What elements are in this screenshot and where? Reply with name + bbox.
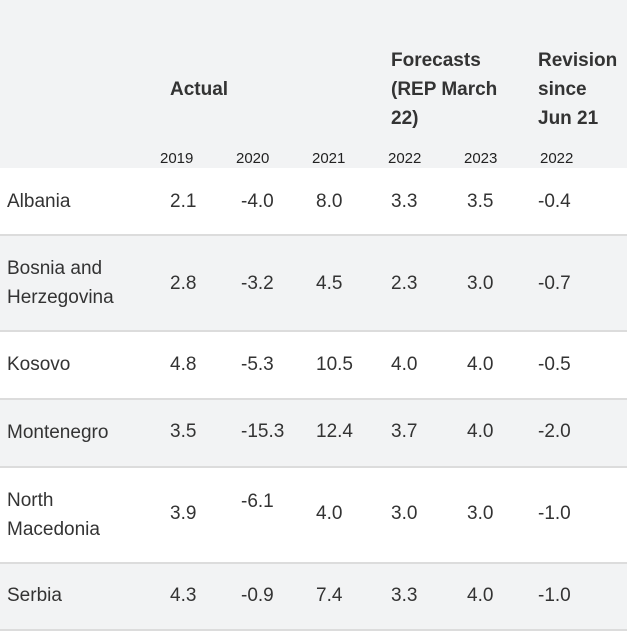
group-header-forecasts-line: 22) — [391, 108, 419, 129]
year-header-2023: 2023 — [464, 150, 498, 167]
value-cell: 4.8 — [170, 354, 197, 375]
value-cell: -0.7 — [538, 273, 571, 294]
value-cell: -0.9 — [241, 585, 274, 606]
value-cell: 3.3 — [391, 191, 418, 212]
group-header-revision: Revision since Jun 21 — [538, 46, 627, 133]
value-cell: 12.4 — [316, 421, 353, 442]
value-cell: 2.3 — [391, 273, 418, 294]
group-header-revision-line: Jun 21 — [538, 108, 599, 129]
value-cell: 3.7 — [391, 421, 418, 442]
country-name: Bosnia and Herzegovina — [7, 258, 114, 308]
value-cell: 10.5 — [316, 354, 353, 375]
year-header-2020: 2020 — [236, 150, 270, 167]
value-cell: 3.0 — [467, 273, 494, 294]
value-cell: 4.0 — [467, 421, 494, 442]
value-cell: 3.9 — [170, 503, 197, 524]
value-cell: 8.0 — [316, 191, 343, 212]
value-cell: 3.5 — [467, 191, 494, 212]
country-name: Albania — [7, 191, 71, 212]
value-cell: 4.0 — [467, 354, 494, 375]
value-cell: 4.0 — [316, 503, 343, 524]
year-header-2019: 2019 — [160, 150, 194, 167]
country-name: Montenegro — [7, 422, 109, 443]
value-cell: -1.0 — [538, 503, 571, 524]
value-cell: 3.5 — [170, 421, 197, 442]
value-cell: -0.5 — [538, 354, 571, 375]
year-header-revision-2022: 2022 — [540, 150, 574, 167]
country-name: Serbia — [7, 585, 62, 606]
value-cell: 4.5 — [316, 273, 343, 294]
value-cell: 4.3 — [170, 585, 197, 606]
group-header-revision-line: Revision — [538, 50, 618, 71]
country-name: Kosovo — [7, 354, 71, 375]
value-cell: -3.2 — [241, 273, 274, 294]
table-row: Kosovo 4.8 -5.3 10.5 4.0 4.0 -0.5 — [0, 332, 627, 400]
table-row: Albania 2.1 -4.0 8.0 3.3 3.5 -0.4 — [0, 168, 627, 236]
value-cell: 2.8 — [170, 273, 197, 294]
group-header-forecasts: Forecasts (REP March 22) — [391, 46, 521, 133]
group-header-forecasts-line: Forecasts — [391, 50, 481, 71]
value-cell: -6.1 — [241, 491, 274, 512]
value-cell: 3.3 — [391, 585, 418, 606]
value-cell: -1.0 — [538, 585, 571, 606]
year-header-2021: 2021 — [312, 150, 346, 167]
group-header-actual: Actual — [170, 79, 229, 100]
value-cell: 4.0 — [391, 354, 418, 375]
value-cell: 3.0 — [391, 503, 418, 524]
year-header-2022: 2022 — [388, 150, 422, 167]
table-row: Serbia 4.3 -0.9 7.4 3.3 4.0 -1.0 — [0, 564, 627, 631]
value-cell: 3.0 — [467, 503, 494, 524]
table-header: Actual Forecasts (REP March 22) Revision… — [0, 0, 627, 168]
value-cell: 7.4 — [316, 585, 343, 606]
value-cell: -0.4 — [538, 191, 571, 212]
value-cell: 4.0 — [467, 585, 494, 606]
table-row: Montenegro 3.5 -15.3 12.4 3.7 4.0 -2.0 — [0, 400, 627, 468]
value-cell: -2.0 — [538, 421, 571, 442]
group-header-forecasts-line: (REP March — [391, 79, 498, 100]
value-cell: -15.3 — [241, 421, 285, 442]
value-cell: -4.0 — [241, 191, 274, 212]
group-header-revision-line: since — [538, 79, 587, 100]
value-cell: -5.3 — [241, 354, 274, 375]
country-name: North Macedonia — [7, 490, 100, 540]
value-cell: 2.1 — [170, 191, 197, 212]
table-row: North Macedonia 3.9 -6.1 4.0 3.0 3.0 -1.… — [0, 468, 627, 564]
table-row: Bosnia and Herzegovina 2.8 -3.2 4.5 2.3 … — [0, 236, 627, 332]
